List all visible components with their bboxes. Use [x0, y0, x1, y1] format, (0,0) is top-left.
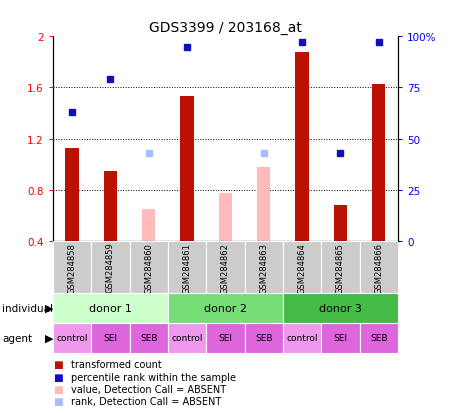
Text: GSM284864: GSM284864	[297, 242, 306, 293]
Text: control: control	[285, 333, 317, 342]
Text: value, Detection Call = ABSENT: value, Detection Call = ABSENT	[71, 384, 226, 394]
Bar	[129, 323, 168, 353]
Bar	[53, 242, 91, 293]
Bar	[142, 210, 155, 242]
Text: SEB: SEB	[254, 333, 272, 342]
Bar	[320, 242, 359, 293]
Text: ▶: ▶	[45, 333, 53, 343]
Bar	[359, 242, 397, 293]
Text: GSM284859: GSM284859	[106, 242, 115, 293]
Text: GSM284865: GSM284865	[335, 242, 344, 293]
Bar	[282, 323, 320, 353]
Text: ▶: ▶	[45, 303, 53, 313]
Text: control: control	[56, 333, 88, 342]
Text: donor 2: donor 2	[203, 303, 246, 313]
Bar	[282, 293, 397, 323]
Text: transformed count: transformed count	[71, 359, 162, 369]
Bar	[244, 323, 282, 353]
Bar	[206, 323, 244, 353]
Bar	[218, 193, 232, 242]
Text: SEI: SEI	[333, 333, 347, 342]
Bar	[53, 323, 91, 353]
Text: ■: ■	[53, 396, 62, 406]
Bar	[168, 293, 282, 323]
Bar	[295, 52, 308, 242]
Text: donor 1: donor 1	[89, 303, 132, 313]
Text: ■: ■	[53, 372, 62, 382]
Bar	[180, 97, 193, 242]
Bar	[91, 323, 129, 353]
Text: percentile rank within the sample: percentile rank within the sample	[71, 372, 236, 382]
Bar	[244, 242, 282, 293]
Bar	[65, 148, 78, 242]
Text: GSM284860: GSM284860	[144, 242, 153, 293]
Bar	[371, 84, 385, 242]
Bar	[91, 242, 129, 293]
Text: ■: ■	[53, 384, 62, 394]
Bar	[282, 242, 320, 293]
Bar	[168, 242, 206, 293]
Bar	[129, 242, 168, 293]
Text: SEB: SEB	[140, 333, 157, 342]
Bar	[333, 206, 347, 242]
Text: GSM284858: GSM284858	[67, 242, 76, 293]
Text: GSM284861: GSM284861	[182, 242, 191, 293]
Text: rank, Detection Call = ABSENT: rank, Detection Call = ABSENT	[71, 396, 221, 406]
Text: SEI: SEI	[218, 333, 232, 342]
Text: control: control	[171, 333, 202, 342]
Bar	[257, 168, 270, 242]
Bar	[206, 242, 244, 293]
Text: donor 3: donor 3	[318, 303, 361, 313]
Title: GDS3399 / 203168_at: GDS3399 / 203168_at	[149, 21, 301, 35]
Bar	[103, 171, 117, 242]
Bar	[359, 323, 397, 353]
Text: individual: individual	[2, 303, 53, 313]
Text: agent: agent	[2, 333, 32, 343]
Bar	[320, 323, 359, 353]
Text: SEI: SEI	[103, 333, 117, 342]
Text: SEB: SEB	[369, 333, 386, 342]
Text: ■: ■	[53, 359, 62, 369]
Bar	[168, 323, 206, 353]
Text: GSM284863: GSM284863	[259, 242, 268, 293]
Text: GSM284862: GSM284862	[220, 242, 230, 293]
Text: GSM284866: GSM284866	[374, 242, 382, 293]
Bar	[53, 293, 168, 323]
